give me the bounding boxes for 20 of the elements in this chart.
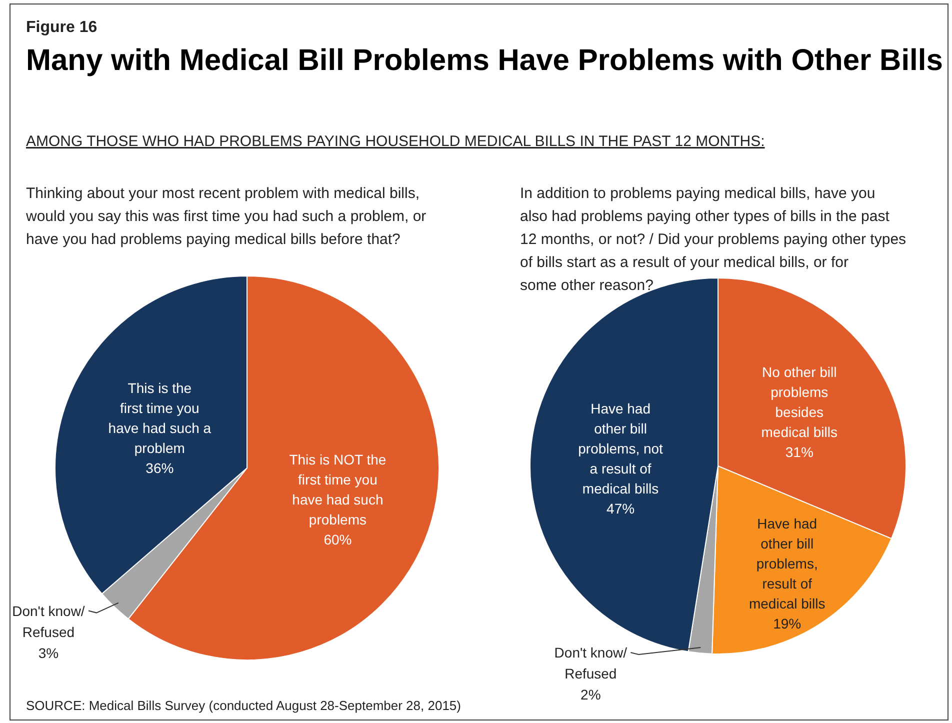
data-label: 47% xyxy=(606,500,635,516)
data-label: 31% xyxy=(785,444,814,460)
caption: Figure 16 xyxy=(26,19,98,36)
chart-subtitle: Thinking about your most recent problem with medical bills, would you say this was first time you had such a problem, or have you had problems paying medical bills before that? xyxy=(25,185,426,248)
text: AMONG THOSE WHO HAD PROBLEMS PAYING HOUSEHOLD MEDICAL BILLS IN THE PAST 12 MONTHS: xyxy=(26,133,765,150)
source-note: SOURCE: Medical Bills Survey (conducted August 28-September 28, 2015) xyxy=(26,698,461,713)
slice-label: Don't know/ Refused xyxy=(554,644,628,682)
chart-subtitle: In addition to problems paying medical bills, have you also had problems paying other types of bills in the past 12 months, or not? / Did your problems paying other types of bills start as a result of your medical bills, or for some other reason? xyxy=(520,185,906,294)
slice-label: This is NOT the first time you have had such problems xyxy=(289,451,386,528)
chart-title: Many with Medical Bill Problems Have Problems with Other Bills xyxy=(26,44,943,77)
slice-label: Don't know/ Refused xyxy=(12,602,85,640)
slice-label: This is the first time you have had such a problem xyxy=(108,380,212,456)
data-label: 3% xyxy=(38,644,59,661)
data-label: 2% xyxy=(580,686,601,703)
slice-label: No other bill problems besides medical bills xyxy=(761,364,838,440)
data-label: 19% xyxy=(773,616,802,632)
slice-label: Have had other bill problems, not a result of medical bills xyxy=(578,400,664,496)
data-label: 60% xyxy=(324,531,352,548)
slice-label: Have had other bill problems, result of medical bills xyxy=(748,516,826,612)
data-label: 36% xyxy=(146,460,174,476)
